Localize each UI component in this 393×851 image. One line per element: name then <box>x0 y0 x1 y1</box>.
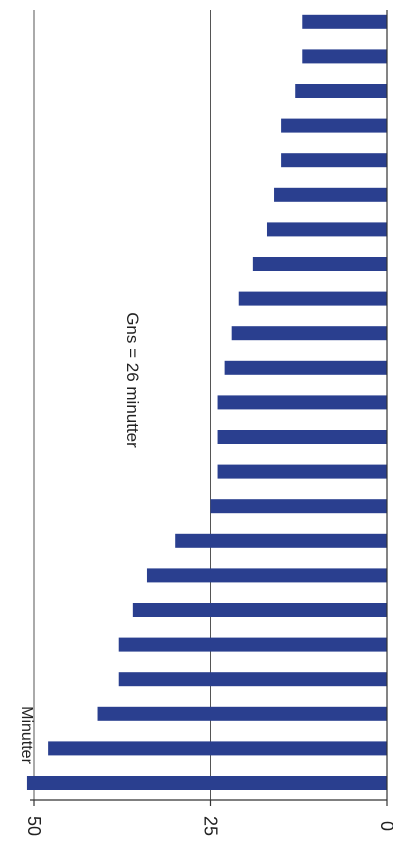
bar-10 <box>217 464 387 479</box>
bar-17 <box>266 222 387 237</box>
axes <box>30 10 388 806</box>
axis-label: Minutter <box>18 706 35 764</box>
bars <box>26 14 388 790</box>
bar-22 <box>302 49 387 64</box>
bar-23 <box>302 14 387 29</box>
annotation-group: Gns = 26 minutter <box>123 312 142 448</box>
bar-5 <box>118 637 387 652</box>
bar-2 <box>48 741 388 756</box>
tick-label-0: 0 <box>377 821 393 831</box>
tick-label-50: 50 <box>24 816 44 836</box>
mean-annotation: Gns = 26 minutter <box>123 312 142 448</box>
gridlines <box>33 10 211 800</box>
bar-20 <box>281 118 387 133</box>
bar-7 <box>146 568 387 583</box>
bar-12 <box>217 395 387 410</box>
tick-label-25: 25 <box>201 816 221 836</box>
bar-9 <box>210 499 387 514</box>
bar-4 <box>118 672 387 687</box>
labels: 1202550Minutter <box>18 706 393 836</box>
bar-16 <box>252 257 387 271</box>
bar-13 <box>224 360 387 375</box>
bar-19 <box>281 153 387 168</box>
bar-15 <box>238 291 387 306</box>
bar-14 <box>231 326 387 341</box>
bar-3 <box>97 706 387 721</box>
bar-6 <box>132 603 387 617</box>
bar-21 <box>295 84 387 98</box>
bar-1 <box>26 776 387 790</box>
bar-11 <box>217 430 387 444</box>
bar-18 <box>274 187 387 202</box>
bar-8 <box>175 533 387 548</box>
